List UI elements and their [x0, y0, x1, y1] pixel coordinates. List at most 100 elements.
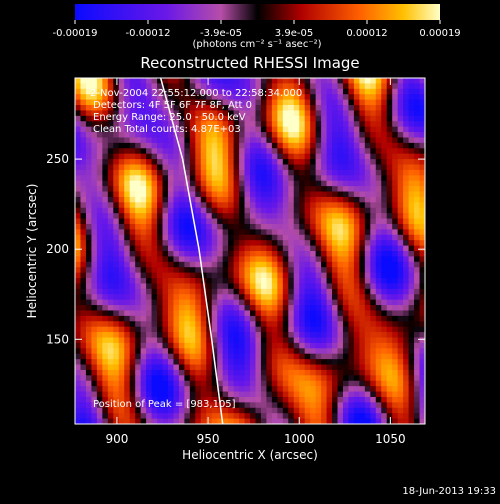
heatmap-cell — [75, 121, 82, 128]
heatmap-cell — [260, 105, 268, 112]
heatmap-cell — [244, 121, 251, 128]
heatmap-cell — [282, 88, 289, 95]
heatmap-cell — [75, 251, 82, 258]
heatmap-cell — [348, 240, 355, 247]
heatmap-cell — [91, 402, 98, 409]
heatmap-cell — [342, 186, 350, 193]
heatmap-cell — [386, 315, 393, 322]
heatmap-cell — [386, 207, 393, 214]
heatmap-cell — [271, 348, 278, 355]
heatmap-cell — [75, 196, 82, 203]
heatmap-cell — [135, 391, 142, 398]
heatmap-cell — [124, 180, 131, 187]
heatmap-cell — [315, 164, 322, 171]
heatmap-cell — [397, 207, 404, 214]
heatmap-cell — [342, 169, 350, 176]
heatmap-cell — [135, 234, 142, 241]
heatmap-cell — [184, 213, 191, 220]
heatmap-cell — [326, 240, 333, 247]
heatmap-cell — [408, 240, 415, 247]
heatmap-cell — [310, 288, 317, 295]
heatmap-cell — [157, 191, 164, 198]
heatmap-cell — [392, 321, 399, 328]
heatmap-cell — [96, 386, 103, 393]
heatmap-cell — [113, 283, 120, 290]
heatmap-cell — [414, 353, 421, 360]
heatmap-cell — [162, 137, 169, 144]
heatmap-cell — [414, 83, 421, 90]
heatmap-cell — [353, 369, 360, 376]
heatmap-cell — [370, 191, 377, 198]
heatmap-cell — [310, 353, 317, 360]
heatmap-cell — [348, 196, 355, 203]
heatmap-cell — [102, 299, 109, 306]
heatmap-cell — [124, 94, 131, 101]
heatmap-cell — [392, 186, 399, 193]
heatmap-cell — [146, 218, 153, 225]
heatmap-cell — [124, 191, 131, 198]
heatmap-cell — [348, 342, 355, 349]
heatmap-cell — [326, 396, 333, 403]
heatmap-cell — [135, 326, 142, 333]
heatmap-cell — [195, 207, 202, 214]
heatmap-cell — [102, 148, 109, 155]
heatmap-cell — [80, 407, 87, 414]
heatmap-cell — [135, 283, 142, 290]
heatmap-cell — [157, 342, 164, 349]
heatmap-cell — [288, 375, 295, 382]
heatmap-cell — [260, 202, 268, 209]
heatmap-cell — [277, 207, 284, 214]
heatmap-cell — [228, 402, 235, 409]
heatmap-cell — [189, 234, 196, 241]
heatmap-cell — [233, 342, 240, 349]
heatmap-cell — [403, 364, 410, 371]
heatmap-cell — [342, 99, 350, 106]
heatmap-cell — [364, 267, 371, 274]
heatmap-cell — [113, 169, 120, 176]
heatmap-cell — [403, 213, 410, 220]
heatmap-cell — [75, 413, 82, 420]
heatmap-cell — [113, 234, 120, 241]
heatmap-cell — [102, 126, 109, 133]
heatmap-cell — [277, 294, 284, 301]
heatmap-cell — [173, 207, 180, 214]
heatmap-cell — [250, 94, 257, 101]
heatmap-cell — [321, 299, 328, 306]
heatmap-cell — [375, 137, 382, 144]
heatmap-cell — [260, 121, 268, 128]
heatmap-cell — [178, 132, 185, 139]
heatmap-cell — [408, 380, 415, 387]
heatmap-cell — [124, 218, 131, 225]
heatmap-cell — [206, 348, 213, 355]
heatmap-cell — [91, 315, 98, 322]
heatmap-cell — [146, 213, 153, 220]
heatmap-cell — [162, 413, 169, 420]
heatmap-cell — [260, 169, 268, 176]
heatmap-cell — [85, 418, 93, 424]
solar-limb-curve — [159, 78, 224, 424]
heatmap-cell — [200, 229, 207, 236]
heatmap-cell — [299, 359, 306, 366]
heatmap-cell — [397, 159, 404, 166]
heatmap-cell — [342, 256, 350, 263]
heatmap-cell — [250, 294, 257, 301]
heatmap-cell — [359, 332, 366, 339]
heatmap-cell — [85, 337, 93, 344]
heatmap-cell — [282, 391, 289, 398]
heatmap-cell — [91, 353, 98, 360]
heatmap-cell — [102, 391, 109, 398]
heatmap-cell — [277, 115, 284, 122]
heatmap-cell — [85, 375, 93, 382]
heatmap-cell — [102, 418, 109, 424]
heatmap-cell — [167, 386, 175, 393]
heatmap-cell — [381, 213, 388, 220]
heatmap-cell — [85, 369, 93, 376]
heatmap-cell — [211, 326, 218, 333]
heatmap-cell — [184, 278, 191, 285]
heatmap-cell — [364, 359, 371, 366]
heatmap-cell — [195, 326, 202, 333]
heatmap-cell — [408, 326, 415, 333]
heatmap-cell — [222, 413, 229, 420]
heatmap-cell — [315, 159, 322, 166]
heatmap-cell — [107, 191, 114, 198]
